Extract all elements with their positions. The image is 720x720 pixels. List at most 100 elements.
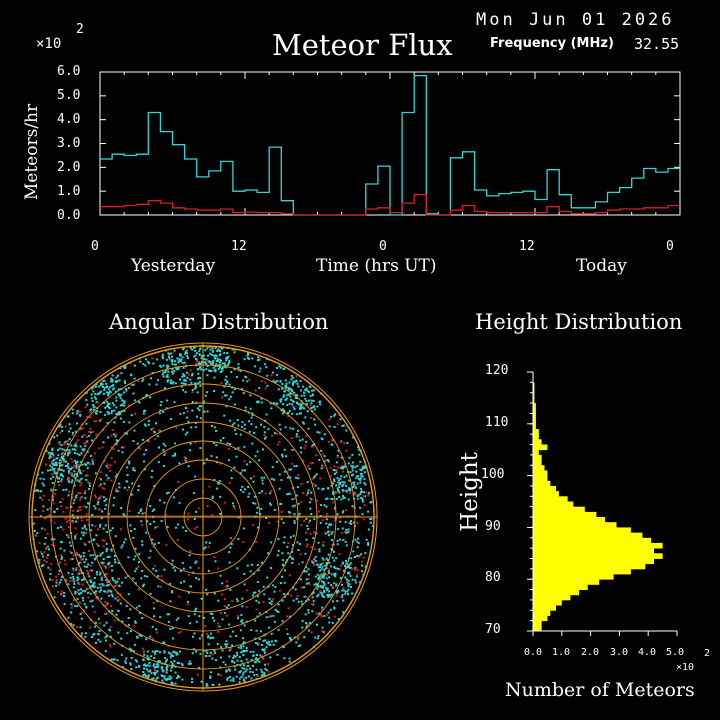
angular-point-cyan	[95, 412, 98, 415]
angular-point-cyan	[192, 635, 194, 638]
angular-point-cyan	[156, 677, 159, 680]
angular-point-cyan	[71, 520, 74, 522]
angular-point-cyan	[222, 437, 225, 439]
angular-point-cyan	[154, 671, 157, 674]
angular-point-cyan	[248, 430, 251, 433]
height-bar	[533, 574, 614, 580]
angular-point-cyan	[37, 490, 40, 493]
angular-point-cyan	[167, 491, 170, 494]
angular-point-cyan	[325, 505, 328, 508]
angular-point-cyan	[204, 546, 207, 549]
angular-point-red	[86, 569, 88, 572]
angular-point-cyan	[107, 388, 110, 391]
angular-point-cyan	[133, 643, 136, 646]
angular-point-cyan	[176, 677, 179, 679]
angular-point-red	[85, 441, 87, 444]
angular-point-cyan	[248, 492, 251, 495]
angular-point-cyan	[210, 636, 213, 639]
angular-point-cyan	[263, 593, 266, 596]
angular-point-cyan	[98, 392, 101, 395]
angular-point-cyan	[65, 488, 68, 491]
angular-point-cyan	[327, 487, 329, 490]
angular-point-cyan	[233, 466, 236, 469]
angular-point-red	[72, 569, 75, 572]
angular-point-cyan	[85, 392, 88, 394]
angular-point-cyan	[235, 675, 238, 678]
angular-point-cyan	[49, 456, 52, 458]
angular-point-cyan	[312, 600, 315, 603]
angular-point-cyan	[356, 495, 359, 497]
angular-point-cyan	[92, 385, 95, 388]
angular-point-cyan	[59, 547, 62, 550]
angular-point-cyan	[83, 526, 86, 529]
angular-point-cyan	[342, 466, 345, 468]
angular-point-cyan	[194, 384, 197, 387]
angular-point-cyan	[257, 569, 260, 572]
angular-point-cyan	[231, 660, 234, 663]
angular-point-red	[86, 573, 89, 576]
angular-point-cyan	[303, 595, 306, 598]
angular-point-red	[233, 507, 236, 510]
angular-point-cyan	[356, 475, 359, 478]
angular-point-cyan	[116, 490, 119, 493]
angular-point-cyan	[167, 352, 170, 355]
angular-point-cyan	[232, 679, 235, 682]
angular-point-cyan	[60, 473, 63, 476]
angular-point-cyan	[68, 541, 71, 544]
angular-point-cyan	[317, 578, 320, 581]
angular-point-cyan	[68, 470, 71, 473]
flux-y-tick-label: 6.0	[57, 64, 81, 79]
angular-point-cyan	[56, 457, 59, 460]
angular-point-cyan	[40, 552, 43, 555]
angular-point-red	[67, 478, 70, 481]
angular-point-cyan	[75, 568, 78, 571]
angular-point-cyan	[328, 561, 331, 564]
angular-point-red	[153, 679, 156, 682]
angular-point-cyan	[103, 379, 106, 382]
angular-point-cyan	[230, 543, 233, 546]
angular-point-cyan	[256, 642, 259, 645]
angular-point-cyan	[196, 382, 199, 385]
angular-point-cyan	[99, 586, 102, 589]
angular-point-cyan	[162, 371, 165, 374]
angular-point-cyan	[224, 366, 227, 369]
angular-point-cyan	[318, 575, 321, 578]
angular-point-cyan	[310, 407, 313, 409]
angular-point-cyan	[241, 619, 244, 622]
angular-point-cyan	[311, 393, 314, 396]
angular-point-cyan	[52, 462, 55, 465]
angular-point-cyan	[52, 475, 55, 478]
angular-point-cyan	[52, 464, 55, 466]
angular-point-cyan	[328, 523, 331, 526]
angular-point-cyan	[256, 615, 259, 618]
angular-point-cyan	[100, 576, 103, 579]
angular-point-red	[108, 579, 111, 582]
angular-point-red	[55, 575, 58, 578]
angular-point-cyan	[199, 417, 202, 420]
angular-point-cyan	[58, 425, 61, 428]
angular-point-cyan	[176, 653, 179, 656]
angular-point-cyan	[329, 595, 332, 598]
angular-point-cyan	[256, 673, 259, 676]
angular-point-red	[165, 543, 168, 546]
angular-point-cyan	[305, 400, 308, 403]
angular-point-cyan	[319, 400, 322, 403]
angular-point-red	[152, 601, 155, 604]
angular-point-cyan	[233, 422, 236, 425]
height-bar	[533, 423, 536, 430]
angular-point-cyan	[107, 394, 110, 397]
angular-point-cyan	[191, 652, 194, 655]
angular-point-cyan	[111, 569, 114, 572]
angular-point-red	[67, 535, 70, 537]
angular-point-cyan	[166, 379, 169, 382]
angular-point-cyan	[80, 452, 83, 455]
angular-point-cyan	[80, 477, 83, 480]
angular-point-red	[340, 439, 343, 442]
angular-point-cyan	[90, 393, 93, 396]
angular-point-cyan	[178, 358, 181, 361]
angular-point-cyan	[98, 525, 101, 528]
angular-point-cyan	[103, 499, 106, 502]
angular-point-cyan	[162, 353, 164, 356]
angular-point-red	[79, 505, 82, 508]
height-bar	[533, 517, 605, 523]
